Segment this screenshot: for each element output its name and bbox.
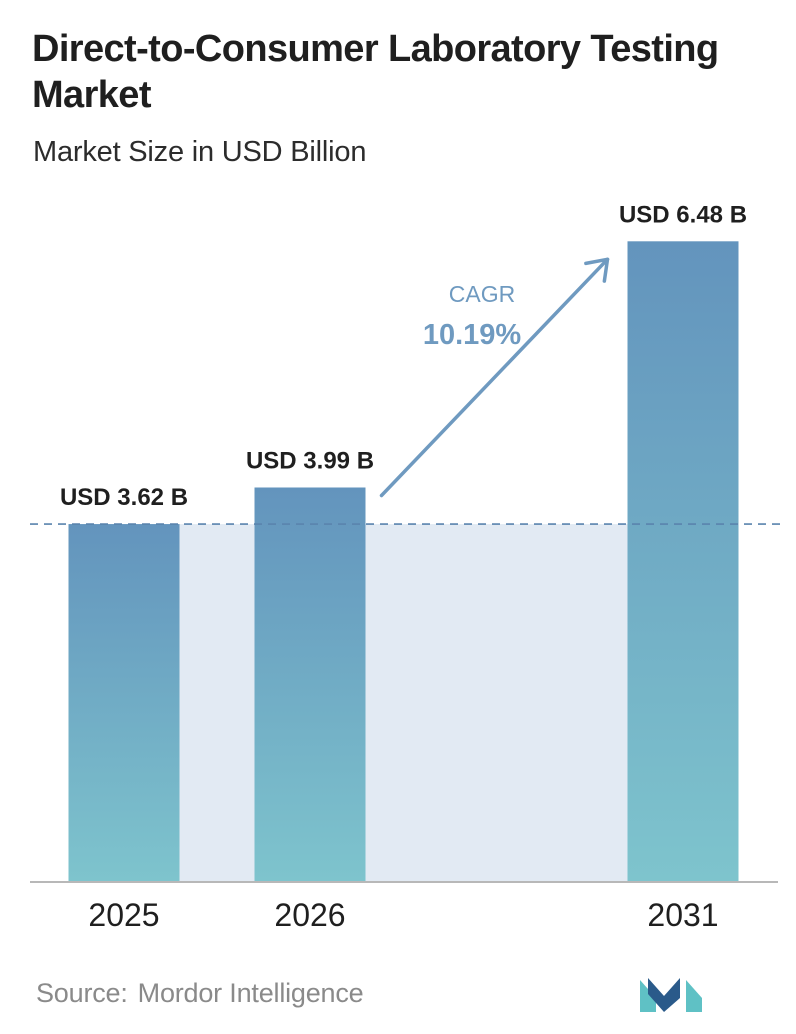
logo-shape-right bbox=[686, 980, 702, 1012]
bar-value-label-2025: USD 3.62 B bbox=[60, 484, 188, 511]
mordor-intelligence-logo-icon bbox=[640, 978, 702, 1012]
bar-2025 bbox=[68, 524, 180, 882]
source-note: Source: Mordor Intelligence bbox=[36, 978, 364, 1009]
labels-group: USD 3.62 B 2025 USD 3.99 B 2026 USD 6.48 B 20… bbox=[60, 201, 747, 933]
x-tick-label-2026: 2026 bbox=[274, 897, 345, 933]
reference-shade-band bbox=[68, 524, 739, 882]
cagr-label: CAGR bbox=[449, 281, 515, 307]
cagr-arrow-group: CAGR 10.19% bbox=[379, 257, 610, 498]
x-tick-label-2031: 2031 bbox=[647, 897, 718, 933]
logo-shape-middle bbox=[648, 978, 680, 1012]
cagr-arrow-head-icon bbox=[584, 257, 610, 283]
source-label: Source: bbox=[36, 978, 128, 1008]
chart-title: Direct-to-Consumer Laboratory Testing Ma… bbox=[32, 28, 719, 116]
bars-group bbox=[68, 241, 739, 883]
chart-subtitle: Market Size in USD Billion bbox=[33, 136, 367, 168]
bar-value-label-2031: USD 6.48 B bbox=[619, 201, 747, 228]
bar-2031 bbox=[627, 241, 739, 883]
bar-2026 bbox=[254, 487, 366, 882]
bar-value-label-2026: USD 3.99 B bbox=[246, 447, 374, 474]
cagr-value: 10.19% bbox=[423, 319, 522, 351]
logo-shape-left bbox=[640, 980, 656, 1012]
source-name: Mordor Intelligence bbox=[137, 978, 364, 1008]
x-tick-label-2025: 2025 bbox=[88, 897, 159, 933]
cagr-arrow-line bbox=[379, 257, 610, 498]
